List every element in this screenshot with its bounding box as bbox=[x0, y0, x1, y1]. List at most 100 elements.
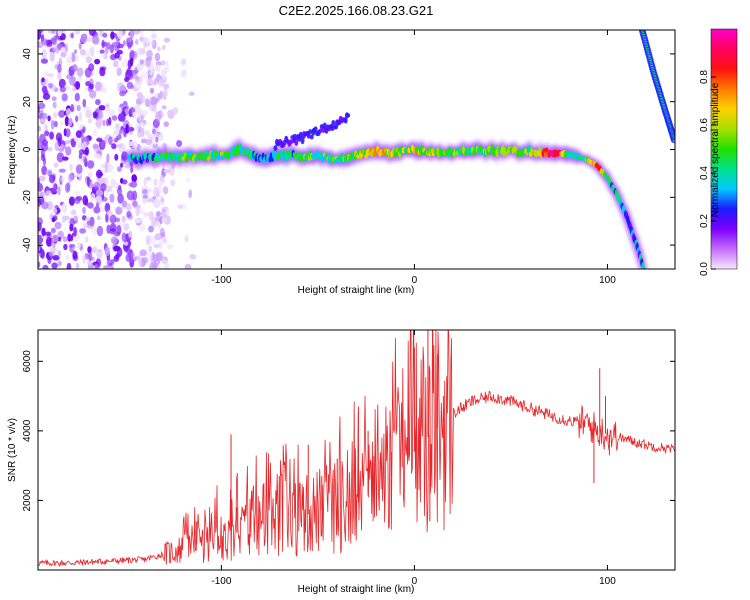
noise-speckle bbox=[100, 183, 107, 192]
noise-speckle bbox=[92, 111, 97, 119]
spectrogram-y-tick-label: 20 bbox=[22, 96, 33, 108]
noise-speckle bbox=[74, 190, 80, 196]
noise-speckle bbox=[121, 179, 128, 185]
noise-speckle bbox=[86, 37, 94, 42]
noise-speckle bbox=[72, 64, 78, 72]
noise-speckle bbox=[57, 250, 61, 258]
noise-speckle bbox=[132, 141, 138, 149]
noise-speckle bbox=[142, 188, 148, 195]
noise-speckle bbox=[66, 56, 73, 64]
plume-cell bbox=[292, 133, 297, 141]
noise-speckle bbox=[146, 176, 151, 182]
noise-speckle bbox=[60, 51, 67, 58]
plume-cell bbox=[318, 128, 323, 134]
snr-series-line bbox=[38, 330, 675, 567]
figure-title: C2E2.2025.166.08.23.G21 bbox=[279, 3, 434, 18]
noise-speckle bbox=[84, 236, 89, 243]
noise-speckle bbox=[111, 115, 118, 121]
noise-speckle bbox=[140, 47, 147, 55]
noise-speckle bbox=[58, 110, 66, 118]
noise-speckle bbox=[96, 137, 103, 142]
noise-speckle bbox=[132, 87, 139, 92]
noise-speckle bbox=[139, 59, 145, 65]
noise-speckle bbox=[101, 39, 105, 49]
noise-speckle bbox=[170, 179, 176, 187]
noise-speckle bbox=[101, 140, 106, 148]
noise-speckle bbox=[75, 130, 83, 139]
spectrogram-x-axis-label: Height of straight line (km) bbox=[298, 285, 415, 296]
noise-speckle bbox=[139, 122, 147, 127]
noise-speckle bbox=[157, 264, 161, 269]
noise-speckle bbox=[105, 185, 113, 192]
noise-speckle bbox=[149, 87, 155, 94]
noise-speckle bbox=[88, 251, 93, 262]
noise-speckle bbox=[132, 111, 137, 117]
noise-speckle bbox=[114, 217, 121, 223]
colorbar-tick-label: 0.6 bbox=[699, 118, 710, 132]
noise-speckle bbox=[51, 96, 57, 102]
snr-frame bbox=[37, 329, 676, 571]
noise-speckle bbox=[99, 207, 106, 213]
colorbar-tick-label: 0.8 bbox=[699, 70, 710, 84]
noise-speckle bbox=[49, 51, 55, 62]
colorbar-tick-label: 0.0 bbox=[699, 262, 710, 276]
noise-speckle bbox=[94, 58, 101, 65]
noise-speckle bbox=[77, 76, 82, 81]
ridge-cell bbox=[207, 156, 211, 162]
noise-speckle bbox=[62, 156, 69, 161]
noise-speckle bbox=[113, 137, 119, 143]
snr-y-tick-label: 2000 bbox=[22, 489, 33, 512]
plume-cell bbox=[322, 122, 327, 129]
noise-speckle bbox=[121, 200, 128, 208]
noise-speckle bbox=[180, 69, 187, 78]
noise-speckle bbox=[132, 75, 139, 80]
noise-speckle bbox=[51, 262, 58, 269]
noise-speckle bbox=[160, 209, 167, 219]
plume-cell bbox=[294, 138, 299, 146]
noise-speckle bbox=[67, 233, 72, 242]
noise-speckle bbox=[158, 241, 163, 250]
plume-cell bbox=[288, 139, 293, 145]
noise-speckle bbox=[102, 32, 108, 38]
noise-speckle bbox=[188, 91, 195, 96]
noise-speckle bbox=[138, 126, 142, 133]
noise-speckle bbox=[99, 49, 105, 54]
noise-speckle bbox=[71, 208, 77, 215]
noise-speckle bbox=[60, 175, 65, 183]
noise-speckle bbox=[116, 225, 122, 235]
noise-speckle bbox=[73, 226, 77, 237]
noise-speckle bbox=[149, 262, 156, 269]
noise-speckle bbox=[136, 91, 143, 98]
ridge-cell bbox=[220, 154, 225, 160]
noise-speckle bbox=[111, 143, 117, 150]
noise-speckle bbox=[94, 263, 99, 269]
noise-speckle bbox=[65, 146, 72, 156]
noise-speckle bbox=[57, 260, 62, 267]
snr-axes: -100 0 100 2000 4000 6000 bbox=[22, 330, 675, 587]
noise-speckle bbox=[82, 98, 87, 108]
noise-speckle bbox=[79, 49, 86, 56]
noise-speckle bbox=[38, 261, 41, 268]
noise-speckle bbox=[143, 129, 150, 136]
spectrogram-y-tick-label: 0 bbox=[22, 146, 33, 152]
noise-speckle bbox=[135, 205, 140, 217]
noise-speckle bbox=[108, 136, 113, 146]
noise-speckle bbox=[147, 132, 152, 141]
noise-speckle bbox=[109, 193, 115, 203]
noise-speckle bbox=[121, 221, 126, 229]
noise-speckle bbox=[69, 223, 74, 232]
noise-speckle bbox=[126, 203, 132, 212]
noise-speckle bbox=[130, 165, 134, 174]
noise-speckle bbox=[152, 219, 159, 228]
noise-speckle bbox=[127, 127, 135, 132]
spectrogram-x-tick-label: 0 bbox=[412, 275, 418, 286]
noise-speckle bbox=[177, 204, 183, 209]
plume-cell bbox=[298, 131, 303, 138]
noise-speckle bbox=[128, 141, 134, 147]
noise-speckle bbox=[38, 183, 44, 192]
noise-speckle bbox=[152, 254, 159, 263]
noise-speckle bbox=[70, 104, 74, 112]
noise-speckle bbox=[68, 117, 73, 127]
noise-speckle bbox=[153, 244, 160, 248]
noise-speckle bbox=[114, 52, 120, 59]
